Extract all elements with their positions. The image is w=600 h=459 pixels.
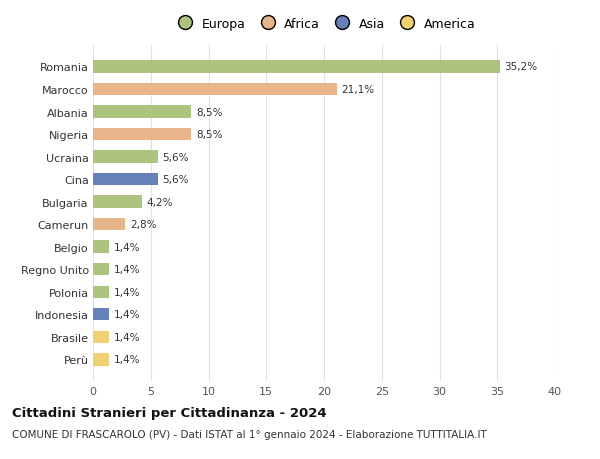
Text: 8,5%: 8,5%: [196, 107, 222, 117]
Bar: [93, 129, 191, 141]
Text: Cittadini Stranieri per Cittadinanza - 2024: Cittadini Stranieri per Cittadinanza - 2…: [12, 406, 326, 419]
Text: 8,5%: 8,5%: [196, 130, 222, 140]
Text: 1,4%: 1,4%: [114, 354, 140, 364]
Text: 21,1%: 21,1%: [341, 85, 374, 95]
Bar: [93, 353, 109, 366]
Text: 4,2%: 4,2%: [146, 197, 173, 207]
Bar: [93, 286, 109, 298]
Legend: Europa, Africa, Asia, America: Europa, Africa, Asia, America: [170, 15, 478, 33]
Text: 1,4%: 1,4%: [114, 332, 140, 342]
Text: 1,4%: 1,4%: [114, 287, 140, 297]
Bar: [93, 84, 337, 96]
Bar: [93, 151, 158, 163]
Text: 2,8%: 2,8%: [130, 220, 157, 230]
Bar: [93, 174, 158, 186]
Bar: [93, 308, 109, 321]
Bar: [93, 196, 142, 208]
Bar: [93, 61, 500, 73]
Bar: [93, 331, 109, 343]
Bar: [93, 106, 191, 118]
Text: 35,2%: 35,2%: [504, 62, 538, 73]
Text: 5,6%: 5,6%: [162, 175, 189, 185]
Bar: [93, 241, 109, 253]
Text: 1,4%: 1,4%: [114, 310, 140, 319]
Bar: [93, 263, 109, 276]
Text: 1,4%: 1,4%: [114, 265, 140, 274]
Bar: [93, 218, 125, 231]
Text: COMUNE DI FRASCAROLO (PV) - Dati ISTAT al 1° gennaio 2024 - Elaborazione TUTTITA: COMUNE DI FRASCAROLO (PV) - Dati ISTAT a…: [12, 429, 487, 439]
Text: 5,6%: 5,6%: [162, 152, 189, 162]
Text: 1,4%: 1,4%: [114, 242, 140, 252]
